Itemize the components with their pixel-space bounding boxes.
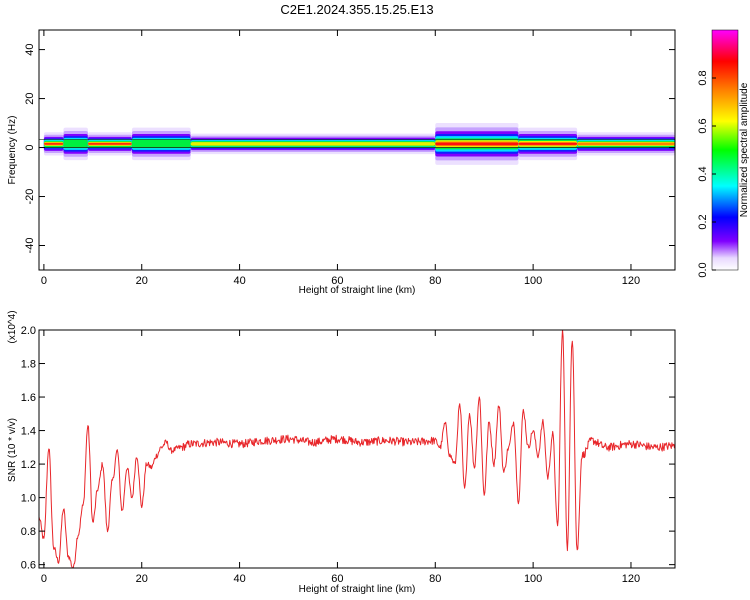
snr-x-ticks: 0 20 40 60 80 100 120 [41,330,640,585]
snr-x-tick-label-3: 60 [331,573,343,585]
snr-y-tick-label-1: 0.8 [21,526,36,538]
spectrogram-frame [38,29,676,271]
snr-panel: 0.6 0.8 1.0 1.2 1.4 1.6 1.8 2.0 0 20 40 60 80 100 120… [7,310,676,595]
spectrogram-x-ticks: 0 20 40 60 80 100 120 [41,30,640,287]
snr-x-tick-label-1: 20 [136,573,148,585]
spec-x-tick-label-2: 40 [233,275,245,287]
snr-series-line [39,330,675,568]
colorbar-ticks: 0.0 0.2 0.4 0.6 0.8 [697,70,716,278]
snr-y-ticks: 0.6 0.8 1.0 1.2 1.4 1.6 1.8 2.0 [21,325,675,572]
spectrogram-y-ticks: 40 20 0 -20 -40 [24,43,675,253]
spec-band-seg-0-layer-8 [43,143,64,145]
snr-x-tick-label-2: 40 [233,573,245,585]
snr-x-tick-label-5: 100 [524,573,542,585]
snr-x-tick-label-4: 80 [429,573,441,585]
cbar-tick-label-0: 0.0 [697,262,709,277]
snr-y-tick-label-3: 1.2 [21,459,36,471]
spec-x-tick-label-4: 80 [429,275,441,287]
colorbar-label: Normalized spectral amplitude [739,82,750,217]
spec-band-seg-1-layer-5 [63,139,88,149]
spec-band-seg-7-layer-7 [577,142,675,146]
spec-x-tick-label-5: 100 [524,275,542,287]
spec-x-tick-label-6: 120 [622,275,640,287]
spectrogram-band [39,122,675,165]
spec-band-seg-6-layer-8 [518,142,578,145]
cbar-tick-label-3: 0.6 [697,118,709,133]
snr-multiplier: (x10^4) [7,310,18,343]
spec-y-tick-label-3: -20 [24,189,36,205]
snr-y-tick-label-2: 1.0 [21,493,36,505]
spectrogram-y-label: Frequency (Hz) [7,116,18,185]
spec-x-tick-label-1: 20 [136,275,148,287]
spec-band-seg-2-layer-8 [87,143,132,145]
spectrogram-x-label: Height of straight line (km) [299,285,416,296]
spectrogram-panel: 40 20 0 -20 -40 0 20 40 60 80 100 120 Height of st… [7,29,676,296]
snr-frame [38,329,676,569]
spec-y-tick-label-0: 40 [24,43,36,55]
cbar-tick-label-2: 0.4 [697,166,709,181]
spec-y-tick-label-4: -40 [24,238,36,254]
snr-x-tick-label-6: 120 [622,573,640,585]
snr-x-tick-label-0: 0 [41,573,47,585]
colorbar: 0.0 0.2 0.4 0.6 0.8 Normalized spectral ampl… [697,29,750,278]
snr-y-tick-label-4: 1.4 [21,426,36,438]
colorbar-gradient [711,29,739,271]
spec-x-tick-label-3: 60 [331,275,343,287]
spec-y-tick-label-2: 0 [24,144,36,150]
spec-band-seg-4-layer-6 [190,142,436,146]
spec-band-seg-3-layer-5 [131,139,191,149]
cbar-tick-label-1: 0.2 [697,214,709,229]
snr-y-label: SNR (10 * v/v) [7,418,18,482]
chart-title: C2E1.2024.355.15.25.E13 [280,2,433,17]
snr-y-tick-label-5: 1.6 [21,392,36,404]
spec-band-seg-5-layer-8 [435,142,519,146]
snr-x-label: Height of straight line (km) [299,584,416,595]
snr-y-tick-label-6: 1.8 [21,359,36,371]
spec-x-tick-label-0: 0 [41,275,47,287]
spec-y-tick-label-1: 20 [24,92,36,104]
cbar-tick-label-4: 0.8 [697,70,709,85]
snr-y-tick-label-7: 2.0 [21,325,36,337]
snr-y-tick-label-0: 0.6 [21,560,36,572]
